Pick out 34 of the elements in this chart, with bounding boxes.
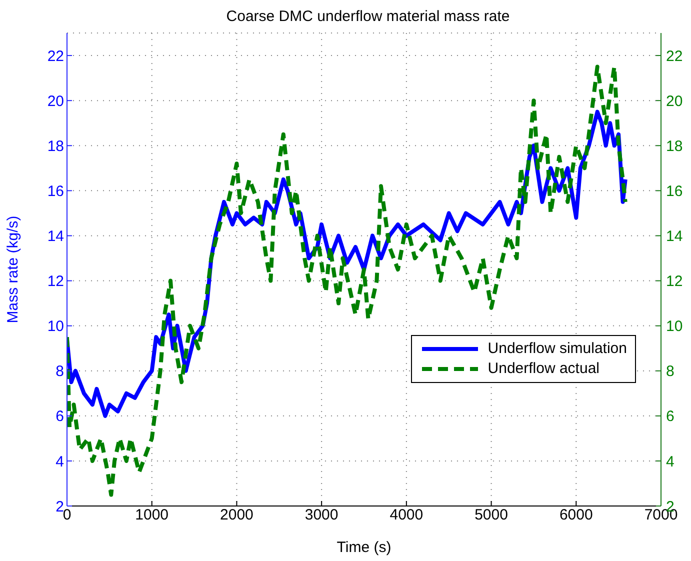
y-tick-label: 10 [47,318,64,336]
y2-tick-label: 20 [666,92,683,110]
y-tick-label: 14 [47,228,64,246]
legend-label: Underflow simulation [488,339,627,359]
y-tick-label: 18 [47,138,64,155]
y-tick-label: 6 [56,408,64,426]
y-axis-title: Mass rate (kg/s) [4,216,22,324]
legend-label: Underflow actual [488,359,600,379]
y-tick-label: 16 [47,182,64,200]
y2-tick-label: 8 [666,363,674,380]
y2-tick-label: 18 [666,138,683,155]
y2-tick-label: 12 [666,273,683,290]
y-tick-label: 4 [56,453,64,470]
y2-tick-label: 14 [666,228,683,246]
y2-tick-label: 10 [666,318,683,336]
y2-tick-label: 16 [666,182,683,200]
x-tick-label: 2000 [220,506,254,524]
y-tick-label: 20 [47,92,64,110]
line-series [67,64,628,497]
y-tick-label: 8 [56,363,64,380]
x-tick-label: 0 [62,506,72,524]
y2-tick-label: 4 [666,453,674,470]
y2-tick-label: 6 [666,408,674,426]
chart-title: Coarse DMC underflow material mass rate [225,8,511,25]
x-tick-label: 3000 [304,506,338,524]
x-tick-label: 5000 [474,506,508,524]
x-tick-label: 1000 [135,506,169,524]
y2-tick-label: 22 [666,48,683,65]
x-tick-label: 6000 [559,506,593,524]
y-tick-label: 12 [47,273,64,290]
y-tick-label: 22 [47,48,64,65]
y-tick-label: 2 [56,498,64,516]
x-tick-label: 4000 [390,506,424,524]
x-axis-title: Time (s) [336,539,392,556]
